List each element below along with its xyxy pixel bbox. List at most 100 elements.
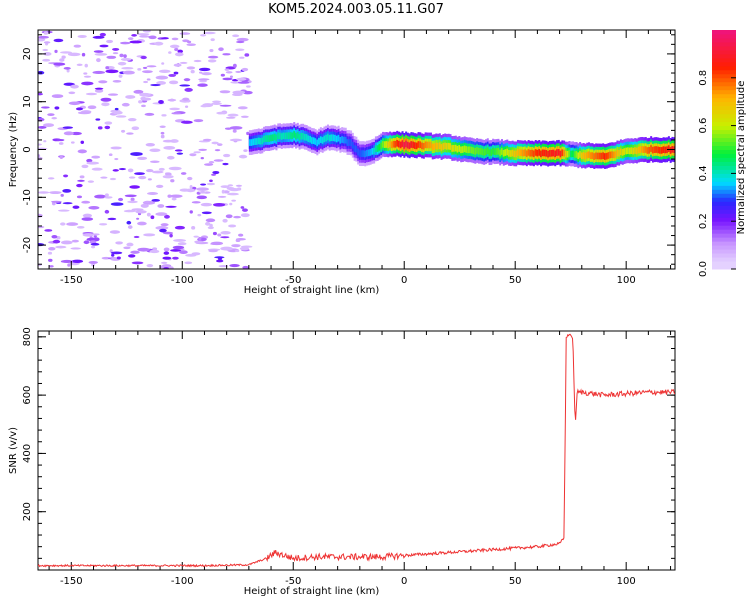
colorbar-segment <box>712 137 736 143</box>
noise-blob <box>63 66 71 70</box>
noise-blob <box>104 125 111 130</box>
ridge-cell <box>270 134 273 142</box>
noise-blob <box>189 185 193 189</box>
colorbar-segment <box>712 69 736 75</box>
noise-blob <box>82 233 94 237</box>
noise-blob <box>110 251 123 255</box>
noise-blob <box>239 56 245 59</box>
noise-blob <box>106 55 117 59</box>
noise-blob <box>217 257 223 260</box>
noise-blob <box>77 149 87 154</box>
ridge-cell <box>511 149 514 157</box>
ridge-cell <box>570 150 573 158</box>
noise-blob <box>159 125 166 128</box>
ridge-cell <box>431 143 434 151</box>
ridge-cell <box>318 137 321 145</box>
ridge-cell <box>371 148 374 155</box>
noise-blob <box>59 155 63 159</box>
x-axis-label-2: Height of straight line (km) <box>244 586 380 597</box>
ridge-cell <box>563 149 566 157</box>
noise-blob <box>219 104 232 107</box>
noise-blob <box>155 212 168 216</box>
noise-blob <box>227 184 234 187</box>
noise-blob <box>209 49 214 53</box>
noise-blob <box>38 154 41 158</box>
noise-blob <box>186 40 192 44</box>
y-tick-label-1: 0 <box>22 146 33 152</box>
ridge-cell <box>504 149 507 156</box>
noise-blob <box>198 148 208 151</box>
noise-blob <box>160 131 165 135</box>
ridge-cell <box>344 136 347 144</box>
noise-blob <box>180 172 187 175</box>
colorbar-segment <box>712 265 736 270</box>
noise-blob <box>233 215 241 219</box>
noise-blob <box>77 111 91 115</box>
ridge-cell <box>451 145 454 152</box>
ridge-cell <box>657 146 660 154</box>
ridge-cell <box>637 146 640 154</box>
noise-blob <box>70 84 79 89</box>
noise-blob <box>224 68 230 71</box>
noise-blob <box>104 209 110 214</box>
ridge-cell <box>643 146 646 154</box>
noise-blob <box>218 47 224 52</box>
ridge-cell <box>342 136 345 144</box>
noise-blob <box>115 241 123 245</box>
noise-blob <box>81 164 89 169</box>
noise-blob <box>196 195 207 200</box>
noise-blob <box>126 220 132 225</box>
ridge-cell <box>616 149 619 157</box>
noise-blob <box>222 162 229 166</box>
noise-blob <box>165 205 177 208</box>
noise-blob <box>54 106 60 110</box>
ridge-cell <box>426 141 429 149</box>
noise-blob <box>83 72 88 75</box>
noise-blob <box>71 259 84 264</box>
noise-blob <box>91 167 103 171</box>
noise-blob <box>155 75 169 80</box>
noise-blob <box>93 50 104 53</box>
noise-blob <box>98 80 108 84</box>
noise-blob <box>212 231 217 236</box>
noise-blob <box>42 123 55 127</box>
noise-blob <box>128 254 136 258</box>
noise-blob <box>185 105 189 108</box>
ridge-cell <box>254 138 257 145</box>
noise-blob <box>44 229 53 232</box>
noise-blob <box>105 69 119 74</box>
noise-blob <box>47 177 55 180</box>
ridge-cell <box>607 152 610 159</box>
noise-blob <box>43 41 51 44</box>
ridge-cell <box>605 152 608 160</box>
noise-blob <box>155 184 164 188</box>
noise-blob <box>62 188 72 193</box>
ridge-cell <box>449 143 452 150</box>
colorbar-tick-label: 0.8 <box>698 70 709 86</box>
x-tick-label-1: 0 <box>401 275 407 286</box>
colorbar-segment <box>712 241 736 246</box>
ridge-cell <box>305 134 308 141</box>
noise-blob <box>186 66 196 70</box>
noise-blob <box>100 97 112 102</box>
noise-blob <box>216 259 224 263</box>
ridge-cell <box>547 150 550 158</box>
noise-blob <box>217 143 223 146</box>
noise-blob <box>118 74 123 78</box>
ridge-cell <box>520 149 523 157</box>
ridge-cell <box>587 151 590 159</box>
ridge-cell <box>470 146 473 154</box>
ridge-cell <box>366 149 369 157</box>
ridge-cell <box>257 137 260 145</box>
ridge-cell <box>500 148 503 155</box>
noise-blob <box>83 75 92 78</box>
noise-blob <box>197 83 208 87</box>
ridge-cell <box>282 132 285 140</box>
ridge-cell <box>619 148 622 156</box>
noise-blob <box>212 170 220 175</box>
noise-blob <box>187 176 193 181</box>
ridge-cell <box>559 150 562 158</box>
ridge-cell <box>460 146 463 154</box>
noise-blob <box>88 260 98 264</box>
noise-blob <box>235 48 245 51</box>
